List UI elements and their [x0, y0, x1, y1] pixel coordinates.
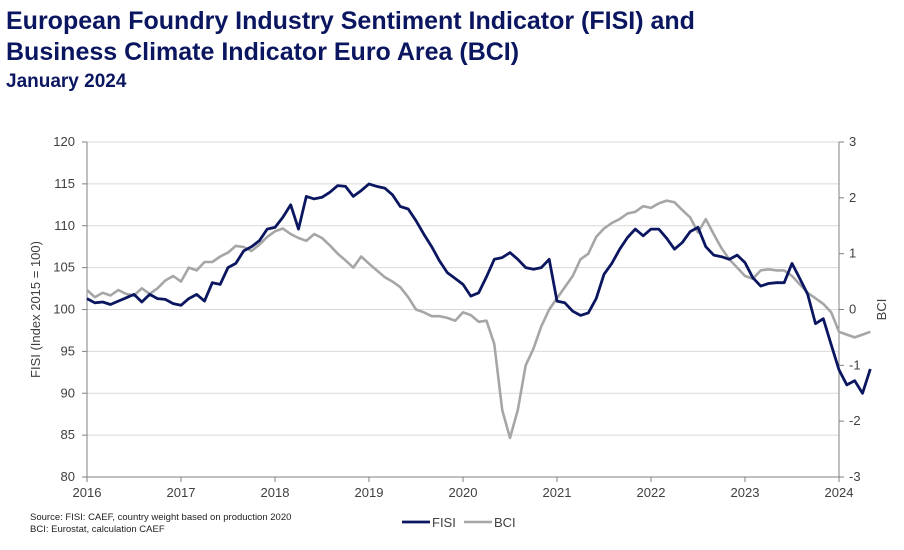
y2-tick-label: -1 — [849, 357, 861, 372]
y-tick-label: 100 — [53, 302, 75, 317]
title-block: European Foundry Industry Sentiment Indi… — [6, 6, 695, 94]
axes — [82, 141, 844, 482]
x-tick-label: 2016 — [73, 485, 102, 500]
legend-fisi-label: FISI — [432, 515, 456, 530]
series-line-bci — [86, 199, 871, 440]
y2-axis-title: BCI — [874, 299, 889, 321]
chart-subtitle: January 2024 — [6, 71, 127, 92]
x-tick-label: 2022 — [637, 485, 666, 500]
y-tick-label: 120 — [53, 134, 75, 149]
x-tick-label: 2018 — [261, 485, 290, 500]
y-tick-label: 115 — [54, 176, 75, 191]
x-tick-label: 2021 — [543, 485, 572, 500]
y-tick-label: 110 — [54, 218, 75, 233]
y2-tick-label: -3 — [849, 469, 861, 484]
y-tick-label: 105 — [53, 260, 75, 275]
y2-tick-label: 2 — [849, 190, 856, 205]
y-tick-label: 95 — [61, 343, 75, 358]
y-tick-label: 80 — [61, 469, 75, 484]
x-tick-label: 2019 — [355, 485, 384, 500]
y-tick-label: 90 — [61, 385, 75, 400]
chart-title-line2: Business Climate Indicator Euro Area (BC… — [6, 38, 520, 66]
x-tick-label: 2017 — [167, 485, 196, 500]
source-line2: BCI: Eurostat, calculation CAEF — [30, 524, 165, 535]
legend: FISI BCI — [402, 515, 516, 530]
y-tick-label: 85 — [61, 427, 75, 442]
y2-tick-label: 0 — [849, 302, 856, 317]
y2-tick-label: -2 — [849, 413, 861, 428]
y2-tick-label: 3 — [849, 134, 856, 149]
y2-tick-label: 1 — [849, 246, 856, 261]
source-line1: Source: FISI: CAEF, country weight based… — [30, 512, 292, 523]
chart-title-line1: European Foundry Industry Sentiment Indi… — [6, 7, 695, 35]
legend-bci-label: BCI — [494, 515, 516, 530]
source-note: Source: FISI: CAEF, country weight based… — [30, 512, 291, 536]
x-tick-label: 2020 — [449, 485, 478, 500]
series-lines — [86, 182, 872, 440]
x-tick-label: 2024 — [825, 485, 854, 500]
series-line-fisi — [86, 182, 872, 395]
tick-labels: 80 85 90 95 100 105 110 115 120 -3 -2 -1 0 1 2 3 2016 201… — [53, 134, 860, 500]
y-axis-title: FISI (Index 2015 = 100) — [28, 241, 43, 378]
x-tick-label: 2023 — [731, 485, 760, 500]
grid-lines — [87, 141, 839, 436]
